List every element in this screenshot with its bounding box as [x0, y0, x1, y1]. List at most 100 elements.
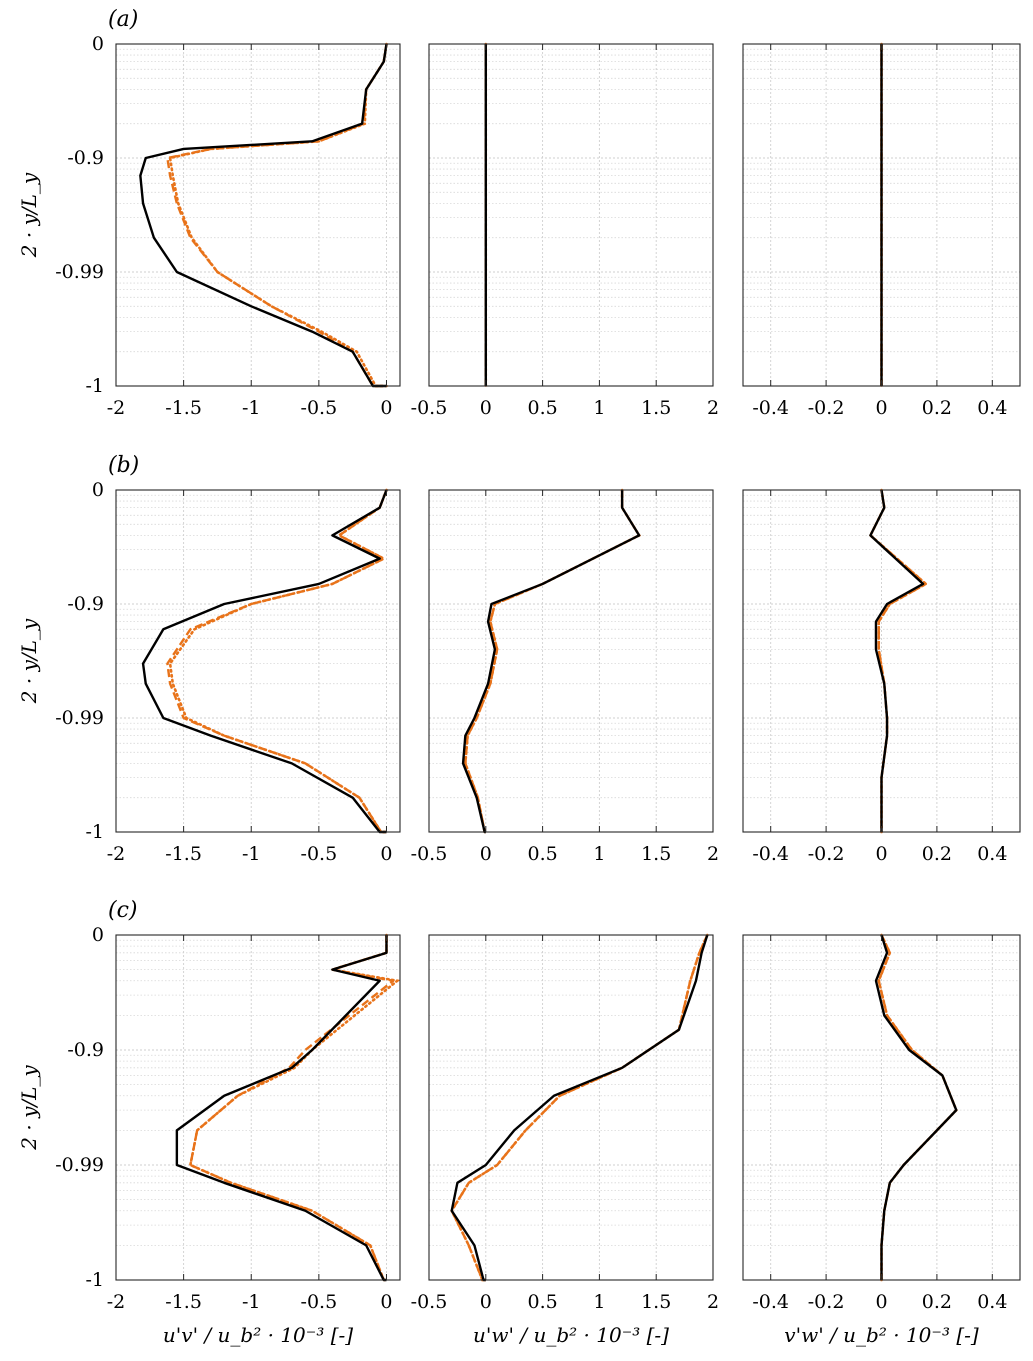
panel-r1-c1: -2 -1.5 -1 -0.5 0 0 -0.9 -0.99 -1 2 · y/L_y (a) — [17, 7, 401, 419]
x-tick-label: 2 — [707, 843, 719, 865]
x-tick-label: -2 — [107, 397, 126, 419]
x-tick-label: -1 — [242, 397, 261, 419]
panel-label: (a) — [108, 7, 138, 32]
x-tick-label: 0 — [380, 1291, 392, 1313]
axes-frame — [428, 934, 714, 1281]
x-tick-label: 0 — [480, 843, 492, 865]
y-tick-label: -1 — [85, 1269, 104, 1291]
y-tick-label: 0 — [92, 479, 104, 501]
panel-r2-c2: -0.5 0 0.5 1 1.5 2 — [411, 488, 719, 865]
series-dashed-line — [189, 935, 395, 1282]
y-tick-label: -0.99 — [55, 261, 104, 283]
x-tick-label: -0.2 — [808, 1291, 845, 1313]
axes-frame — [115, 489, 401, 833]
panel-r1-c3: -0.4 -0.2 0 0.2 0.4 — [742, 42, 1021, 419]
x-tick-label: 0 — [380, 397, 392, 419]
x-tick-label: 0 — [480, 1291, 492, 1313]
x-tick-label: -0.2 — [808, 397, 845, 419]
series-dotted-line — [168, 42, 388, 388]
y-tick-label: -0.99 — [55, 707, 104, 729]
x-tick-label: -0.4 — [752, 397, 789, 419]
series-dashed-line — [166, 489, 388, 834]
series-dotted-line — [877, 933, 958, 1282]
series-dotted-line — [188, 933, 401, 1282]
series-reference-line — [139, 43, 388, 388]
y-tick-label: -1 — [85, 375, 104, 397]
panel-label: (c) — [108, 898, 138, 923]
series-reference-line — [175, 935, 388, 1282]
x-tick-label: -0.5 — [301, 843, 338, 865]
series-dotted-line — [464, 488, 642, 834]
x-tick-label: -0.2 — [808, 843, 845, 865]
x-tick-label: 1.5 — [641, 843, 671, 865]
x-tick-label: -1 — [242, 1291, 261, 1313]
x-tick-label: 0.5 — [527, 397, 557, 419]
series-dashed-line — [166, 43, 388, 388]
x-tick-label: 0.5 — [527, 843, 557, 865]
y-tick-label: -0.9 — [67, 147, 104, 169]
x-tick-label: -1.5 — [165, 1291, 202, 1313]
x-tick-label: 0 — [875, 1291, 887, 1313]
x-axis-title: u'w' / u_b² · 10⁻³ [-] — [473, 1323, 669, 1347]
x-tick-label: 1 — [593, 843, 605, 865]
x-tick-label: 0.4 — [977, 1291, 1007, 1313]
x-tick-label: 0 — [480, 397, 492, 419]
x-tick-label: 0.4 — [977, 843, 1007, 865]
x-axis-title: u'v' / u_b² · 10⁻³ [-] — [163, 1323, 353, 1347]
panel-r2-c1: -2 -1.5 -1 -0.5 0 0 -0.9 -0.99 -1 2 · y/L_y (b) — [17, 453, 401, 865]
series-reference-line — [450, 934, 709, 1282]
panel-label: (b) — [108, 453, 139, 478]
x-tick-label: -0.5 — [411, 397, 448, 419]
series-reference-line — [461, 490, 641, 834]
x-tick-label: -1.5 — [165, 397, 202, 419]
axes-frame — [428, 43, 714, 387]
x-tick-label: 0 — [875, 397, 887, 419]
x-tick-label: -0.5 — [301, 1291, 338, 1313]
series-reference-line — [141, 489, 388, 834]
panel-r3-c1: -2 -1.5 -1 -0.5 0 0 -0.9 -0.99 -1 2 · y/L_y (c) u'v… — [17, 898, 401, 1347]
series-dotted-line — [450, 933, 709, 1282]
x-tick-label: -0.4 — [752, 1291, 789, 1313]
axes-frame — [115, 43, 401, 387]
x-tick-label: 0.5 — [527, 1291, 557, 1313]
axes-frame — [115, 934, 401, 1281]
panel-r2-c3: -0.4 -0.2 0 0.2 0.4 — [742, 488, 1021, 865]
y-tick-label: -0.9 — [67, 1039, 104, 1061]
series-reference-line — [869, 489, 925, 832]
y-tick-label: -0.99 — [55, 1154, 104, 1176]
y-tick-label: 0 — [92, 33, 104, 55]
x-axis-title: v'w' / u_b² · 10⁻³ [-] — [784, 1323, 979, 1347]
x-tick-label: 2 — [707, 397, 719, 419]
x-tick-label: -1.5 — [165, 843, 202, 865]
x-tick-label: -0.5 — [301, 397, 338, 419]
x-tick-label: 0.4 — [977, 397, 1007, 419]
axes-frame — [428, 489, 714, 833]
panel-r3-c3: -0.4 -0.2 0 0.2 0.4 v'w' / u_b² · 10⁻³ [-] — [742, 933, 1021, 1347]
x-tick-label: 1 — [593, 397, 605, 419]
panel-r1-c2: -0.5 0 0.5 1 1.5 2 — [411, 42, 719, 419]
x-tick-label: -0.5 — [411, 1291, 448, 1313]
x-tick-label: -1 — [242, 843, 261, 865]
x-tick-label: 1 — [593, 1291, 605, 1313]
x-tick-label: -2 — [107, 843, 126, 865]
x-tick-label: 0.2 — [922, 843, 952, 865]
y-axis-title: 2 · y/L_y — [17, 618, 41, 704]
x-tick-label: -0.4 — [752, 843, 789, 865]
y-axis-title: 2 · y/L_y — [17, 1065, 41, 1151]
plots-layer: -2 -1.5 -1 -0.5 0 0 -0.9 -0.99 -1 2 · y/L_y (a) -0.… — [17, 7, 1021, 1347]
series-dotted-line — [168, 488, 388, 834]
x-tick-label: -2 — [107, 1291, 126, 1313]
y-tick-label: 0 — [92, 924, 104, 946]
series-reference-line — [874, 934, 958, 1280]
x-tick-label: 1.5 — [641, 1291, 671, 1313]
panel-r3-c2: -0.5 0 0.5 1 1.5 2 u'w' / u_b² · 10⁻³ [-] — [411, 933, 719, 1347]
x-tick-label: 1.5 — [641, 397, 671, 419]
x-tick-label: 0 — [380, 843, 392, 865]
series-dashed-line — [877, 934, 958, 1280]
y-axis-title: 2 · y/L_y — [17, 172, 41, 258]
y-tick-label: -0.9 — [67, 593, 104, 615]
x-tick-label: 0.2 — [922, 397, 952, 419]
x-tick-label: 2 — [707, 1291, 719, 1313]
series-dashed-line — [450, 934, 709, 1282]
